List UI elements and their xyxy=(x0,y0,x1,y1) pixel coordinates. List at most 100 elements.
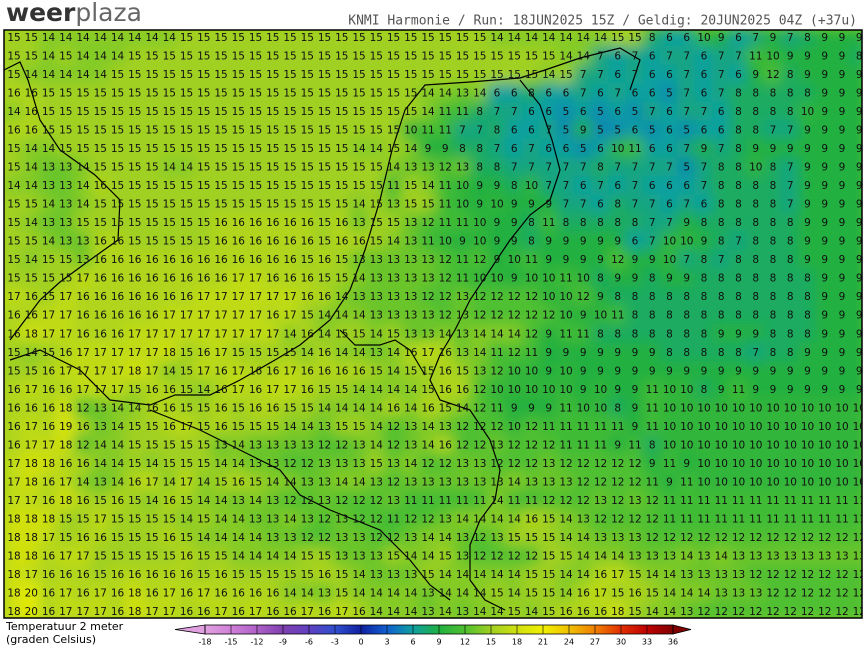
temperature-value: 12 xyxy=(283,458,296,470)
temperature-cell xyxy=(314,286,335,308)
temperature-cell xyxy=(228,83,248,104)
temperature-value: 12 xyxy=(283,495,296,507)
temperature-cell xyxy=(38,324,59,345)
temperature-cell xyxy=(452,30,473,49)
temperature-value: 12 xyxy=(732,606,745,618)
temperature-value: 9 xyxy=(649,365,656,377)
temperature-cell xyxy=(107,286,128,308)
temperature-value: 14 xyxy=(145,458,159,470)
temperature-value: 14 xyxy=(232,532,246,544)
temperature-cell xyxy=(832,157,852,178)
temperature-value: 15 xyxy=(214,180,227,192)
temperature-cell xyxy=(590,120,611,141)
temperature-value: 8 xyxy=(735,310,742,322)
temperature-cell xyxy=(797,398,818,419)
temperature-value: 15 xyxy=(42,106,55,118)
temperature-cell xyxy=(539,231,559,252)
temperature-value: 15 xyxy=(404,199,417,211)
temperature-value: 13 xyxy=(439,513,452,525)
temperature-value: 18 xyxy=(128,606,141,618)
temperature-value: 17 xyxy=(94,606,107,618)
temperature-value: 7 xyxy=(494,106,501,118)
temperature-cell xyxy=(590,138,611,160)
temperature-cell xyxy=(194,342,214,364)
temperature-cell xyxy=(763,30,783,49)
temperature-cell xyxy=(832,286,852,308)
temperature-cell xyxy=(815,416,835,438)
temperature-cell xyxy=(815,120,835,141)
temperature-cell xyxy=(245,212,266,234)
temperature-value: 9 xyxy=(821,365,828,377)
temperature-value: 8 xyxy=(701,291,708,303)
temperature-value: 10 xyxy=(801,458,814,470)
temperature-cell xyxy=(194,120,214,141)
temperature-cell xyxy=(280,138,300,160)
temperature-value: 14 xyxy=(611,550,625,562)
temperature-cell xyxy=(746,416,766,438)
temperature-cell xyxy=(418,212,438,234)
temperature-value: 8 xyxy=(580,217,587,229)
temperature-cell xyxy=(608,324,628,345)
temperature-value: 7 xyxy=(666,162,673,174)
temperature-value: 6 xyxy=(580,180,587,192)
temperature-value: 5 xyxy=(614,125,621,137)
temperature-value: 14 xyxy=(94,69,108,81)
temperature-value: 8 xyxy=(718,273,725,285)
temperature-value: 8 xyxy=(632,291,639,303)
temperature-cell xyxy=(625,231,645,252)
temperature-cell xyxy=(314,120,335,141)
temperature-cell xyxy=(746,435,766,456)
temperature-value: 15 xyxy=(387,550,400,562)
temperature-cell xyxy=(38,175,59,197)
temperature-cell xyxy=(470,398,490,419)
temperature-cell xyxy=(694,379,714,401)
temperature-cell xyxy=(176,342,197,364)
temperature-value: 9 xyxy=(442,143,449,155)
temperature-value: 17 xyxy=(111,365,124,377)
temperature-cell xyxy=(711,324,731,345)
temperature-value: 16 xyxy=(249,365,263,377)
temperature-cell xyxy=(677,175,697,197)
temperature-value: 14 xyxy=(111,476,125,488)
temperature-value: 14 xyxy=(197,476,211,488)
temperature-value: 18 xyxy=(59,439,72,451)
temperature-value: 16 xyxy=(301,273,315,285)
temperature-value: 13 xyxy=(59,199,72,211)
temperature-value: 14 xyxy=(25,162,39,174)
temperature-value: 15 xyxy=(352,32,365,44)
temperature-value: 8 xyxy=(614,328,621,340)
temperature-value: 13 xyxy=(404,439,417,451)
temperature-cell xyxy=(780,212,800,234)
temperature-cell xyxy=(815,64,835,86)
temperature-cell xyxy=(263,305,283,326)
temperature-value: 15 xyxy=(318,180,331,192)
temperature-cell xyxy=(107,305,128,326)
temperature-value: 15 xyxy=(145,162,158,174)
temperature-value: 12 xyxy=(697,532,710,544)
temperature-value: 16 xyxy=(111,606,125,618)
temperature-value: 10 xyxy=(663,236,676,248)
temperature-cell xyxy=(21,305,41,326)
temperature-value: 13 xyxy=(249,513,262,525)
temperature-cell xyxy=(435,379,455,401)
temperature-cell xyxy=(625,342,645,364)
temperature-cell xyxy=(659,120,680,141)
logo[interactable]: weerplaza xyxy=(6,0,142,27)
temperature-value: 15 xyxy=(318,550,331,562)
temperature-value: 15 xyxy=(59,125,72,137)
temperature-value: 14 xyxy=(283,328,297,340)
temperature-value: 15 xyxy=(197,88,210,100)
temperature-value: 16 xyxy=(42,495,56,507)
temperature-value: 15 xyxy=(7,217,20,229)
temperature-value: 13 xyxy=(542,458,555,470)
temperature-value: 15 xyxy=(128,532,141,544)
temperature-value: 15 xyxy=(318,106,331,118)
temperature-value: 12 xyxy=(318,513,331,525)
temperature-cell xyxy=(366,286,386,308)
temperature-cell xyxy=(245,268,266,289)
temperature-value: 14 xyxy=(404,384,418,396)
temperature-value: 10 xyxy=(680,236,693,248)
temperature-cell xyxy=(849,435,862,456)
temperature-cell xyxy=(297,212,317,234)
temperature-cell xyxy=(56,138,76,160)
